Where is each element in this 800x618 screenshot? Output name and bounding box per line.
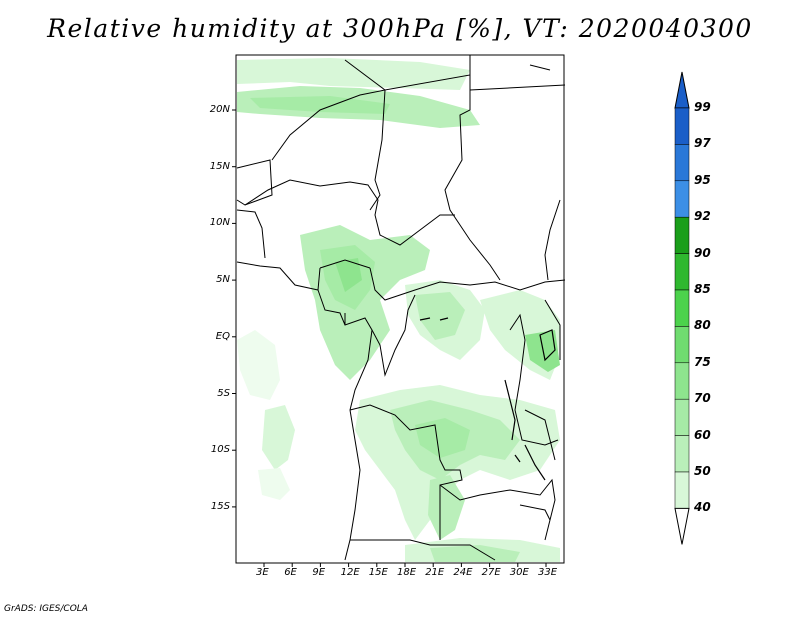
humidity-shading bbox=[237, 58, 560, 562]
latitude-label: 15N bbox=[209, 160, 230, 172]
colorbar-label: 40 bbox=[694, 500, 711, 515]
colorbar-top-arrow bbox=[674, 71, 690, 109]
longitude-label: 33E bbox=[538, 567, 558, 578]
colorbar-segment bbox=[674, 398, 690, 436]
colorbar-label: 85 bbox=[694, 282, 711, 296]
latitude-label: 15S bbox=[210, 500, 230, 512]
longitude-label: 18E bbox=[397, 567, 417, 578]
colorbar-segment bbox=[674, 180, 690, 218]
colorbar-segment bbox=[674, 326, 690, 364]
latitude-label: 5N bbox=[216, 274, 230, 286]
longitude-label: 21E bbox=[425, 567, 445, 578]
colorbar-label: 80 bbox=[694, 318, 711, 333]
latitude-label: EQ bbox=[215, 330, 230, 342]
axis-ticks bbox=[232, 109, 547, 567]
longitude-label: 6E bbox=[284, 567, 297, 578]
latitude-label: 10S bbox=[210, 444, 230, 456]
colorbar-segment bbox=[674, 289, 690, 327]
longitude-label: 12E bbox=[340, 567, 360, 578]
colorbar-label: 75 bbox=[694, 354, 711, 369]
longitude-label: 3E bbox=[256, 567, 269, 578]
longitude-label: 27E bbox=[481, 567, 501, 578]
country-borders bbox=[236, 55, 566, 561]
lakes bbox=[419, 317, 556, 481]
colorbar-label: 90 bbox=[694, 245, 711, 260]
colorbar-segment bbox=[674, 253, 690, 291]
colorbar-segment bbox=[674, 471, 690, 509]
colorbar-label: 50 bbox=[694, 464, 711, 478]
colorbar-label: 70 bbox=[694, 391, 711, 406]
colorbar-label: 92 bbox=[694, 209, 711, 224]
colorbar-bottom-arrow bbox=[674, 507, 690, 545]
latitude-label: 10N bbox=[209, 217, 230, 229]
latitude-label: 20N bbox=[209, 104, 230, 115]
colorbar-segment bbox=[674, 216, 690, 254]
longitude-label: 24E bbox=[453, 567, 473, 578]
colorbar bbox=[674, 71, 690, 545]
longitude-label: 15E bbox=[368, 567, 388, 578]
latitude-label: 5S bbox=[217, 387, 230, 399]
colorbar-label: 99 bbox=[694, 100, 711, 114]
colorbar-segment bbox=[674, 435, 690, 473]
credit-text: GrADS: IGES/COLA bbox=[4, 604, 88, 614]
colorbar-label: 95 bbox=[694, 172, 711, 187]
colorbar-segment bbox=[674, 362, 690, 400]
longitude-label: 9E bbox=[312, 567, 326, 578]
map-title: Relative humidity at 300hPa [%], VT: 202… bbox=[47, 14, 753, 43]
colorbar-segment bbox=[674, 144, 690, 182]
colorbar-segment bbox=[674, 107, 690, 145]
map-frame bbox=[235, 54, 565, 564]
colorbar-label: 60 bbox=[694, 427, 711, 442]
longitude-label: 30E bbox=[509, 567, 529, 578]
colorbar-label: 97 bbox=[694, 136, 711, 151]
